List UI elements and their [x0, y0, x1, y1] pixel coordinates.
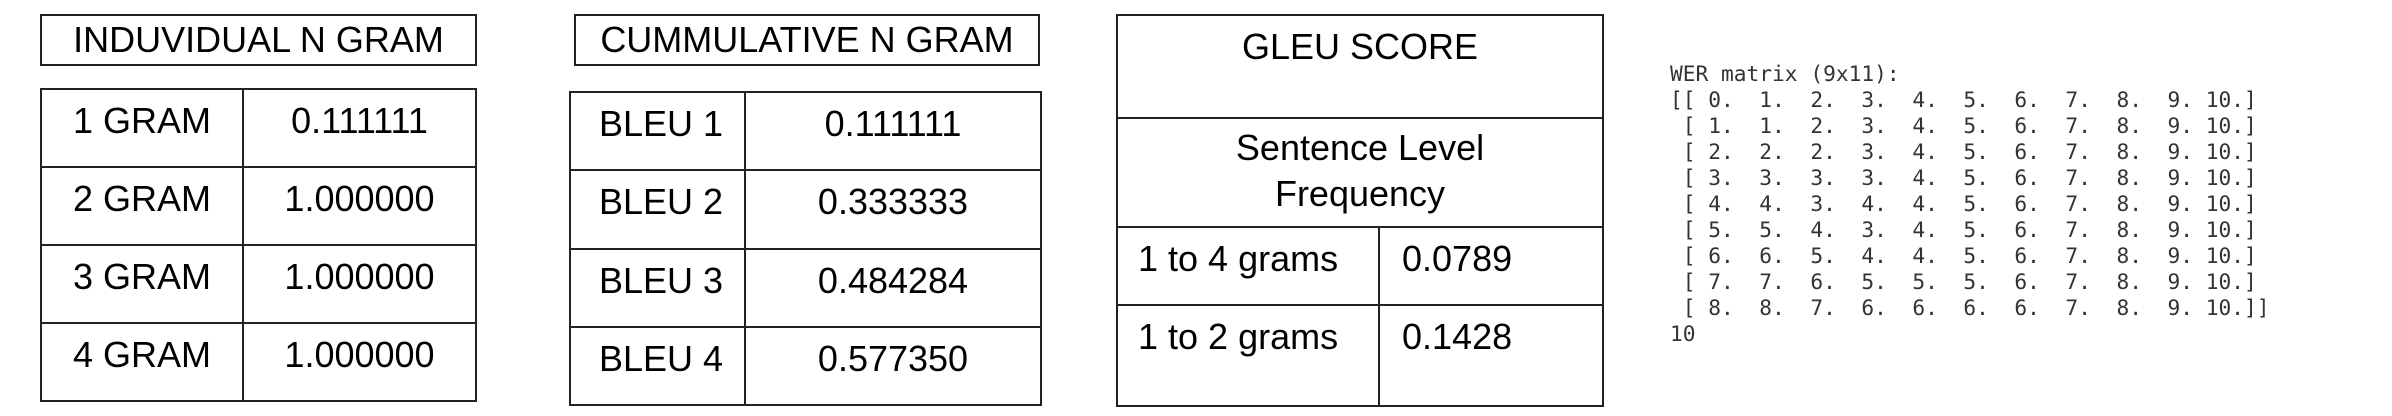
wer-matrix-row: [ 4. 4. 3. 4. 4. 5. 6. 7. 8. 9. 10.]	[1670, 191, 2257, 216]
cumulative-ngram-title: CUMMULATIVE N GRAM	[574, 14, 1040, 66]
table-row: BLEU 3 0.484284	[569, 247, 1042, 328]
wer-matrix-row: [ 2. 2. 2. 3. 4. 5. 6. 7. 8. 9. 10.]	[1670, 139, 2257, 164]
gram-label: 3 GRAM	[40, 244, 244, 324]
table-row: 1 to 2 grams 0.1428	[1116, 304, 1604, 407]
gram-value: 1.000000	[242, 244, 477, 324]
bleu-label: BLEU 4	[569, 325, 746, 407]
table-row: 4 GRAM 1.000000	[40, 322, 477, 402]
gram-label: 4 GRAM	[40, 322, 244, 402]
wer-matrix-row: [ 5. 5. 4. 3. 4. 5. 6. 7. 8. 9. 10.]	[1670, 217, 2257, 242]
table-row: 3 GRAM 1.000000	[40, 244, 477, 324]
gleu-subtitle-row: Sentence Level Frequency	[1116, 117, 1604, 228]
gleu-title-row: GLEU SCORE	[1116, 14, 1604, 119]
bleu-label: BLEU 1	[569, 90, 746, 172]
gleu-gram-label: 1 to 4 grams	[1116, 226, 1380, 306]
gram-value: 0.111111	[242, 88, 477, 168]
wer-matrix-row: [ 6. 6. 5. 4. 4. 5. 6. 7. 8. 9. 10.]	[1670, 243, 2257, 268]
cumulative-ngram-title-text: CUMMULATIVE N GRAM	[600, 19, 1014, 60]
bleu-label: BLEU 2	[569, 169, 746, 250]
gram-label: 2 GRAM	[40, 166, 244, 246]
individual-ngram-title-text: INDUVIDUAL N GRAM	[73, 19, 444, 60]
gleu-subtitle-line2: Frequency	[1274, 173, 1446, 214]
table-row: BLEU 1 0.111111	[569, 90, 1042, 172]
table-row: 2 GRAM 1.000000	[40, 166, 477, 246]
wer-matrix-row: [ 7. 7. 6. 5. 5. 5. 6. 7. 8. 9. 10.]	[1670, 269, 2257, 294]
gleu-score-table: GLEU SCORE Sentence Level Frequency 1 to…	[1116, 14, 1604, 407]
individual-ngram-title: INDUVIDUAL N GRAM	[40, 14, 477, 66]
individual-ngram-table: 1 GRAM 0.111111 2 GRAM 1.000000 3 GRAM 1…	[40, 88, 477, 402]
wer-matrix-row: [ 1. 1. 2. 3. 4. 5. 6. 7. 8. 9. 10.]	[1670, 113, 2257, 138]
gleu-gram-value: 0.0789	[1378, 226, 1604, 306]
gleu-title: GLEU SCORE	[1116, 14, 1604, 119]
bleu-value: 0.484284	[744, 247, 1042, 328]
bleu-value: 0.111111	[744, 90, 1042, 172]
table-row: 1 GRAM 0.111111	[40, 88, 477, 168]
wer-matrix-row: [[ 0. 1. 2. 3. 4. 5. 6. 7. 8. 9. 10.]	[1670, 87, 2257, 112]
bleu-value: 0.333333	[744, 169, 1042, 250]
gleu-subtitle-line1: Sentence Level	[1235, 127, 1485, 168]
cumulative-ngram-table: BLEU 1 0.111111 BLEU 2 0.333333 BLEU 3 0…	[569, 90, 1042, 407]
table-row: 1 to 4 grams 0.0789	[1116, 226, 1604, 306]
bleu-label: BLEU 3	[569, 247, 746, 328]
wer-matrix-output: WER matrix (9x11):[[ 0. 1. 2. 3. 4. 5. 6…	[1670, 35, 2270, 373]
gram-value: 1.000000	[242, 166, 477, 246]
gleu-gram-value: 0.1428	[1378, 304, 1604, 407]
wer-result: 10	[1670, 321, 1696, 346]
gleu-subtitle: Sentence Level Frequency	[1116, 117, 1604, 228]
wer-matrix-row: [ 3. 3. 3. 3. 4. 5. 6. 7. 8. 9. 10.]	[1670, 165, 2257, 190]
bleu-value: 0.577350	[744, 325, 1042, 407]
gram-label: 1 GRAM	[40, 88, 244, 168]
gleu-gram-label: 1 to 2 grams	[1116, 304, 1380, 407]
table-row: BLEU 4 0.577350	[569, 325, 1042, 407]
wer-matrix-header: WER matrix (9x11):	[1670, 61, 1900, 86]
table-row: BLEU 2 0.333333	[569, 169, 1042, 250]
wer-matrix-row: [ 8. 8. 7. 6. 6. 6. 6. 7. 8. 9. 10.]]	[1670, 295, 2270, 320]
gram-value: 1.000000	[242, 322, 477, 402]
